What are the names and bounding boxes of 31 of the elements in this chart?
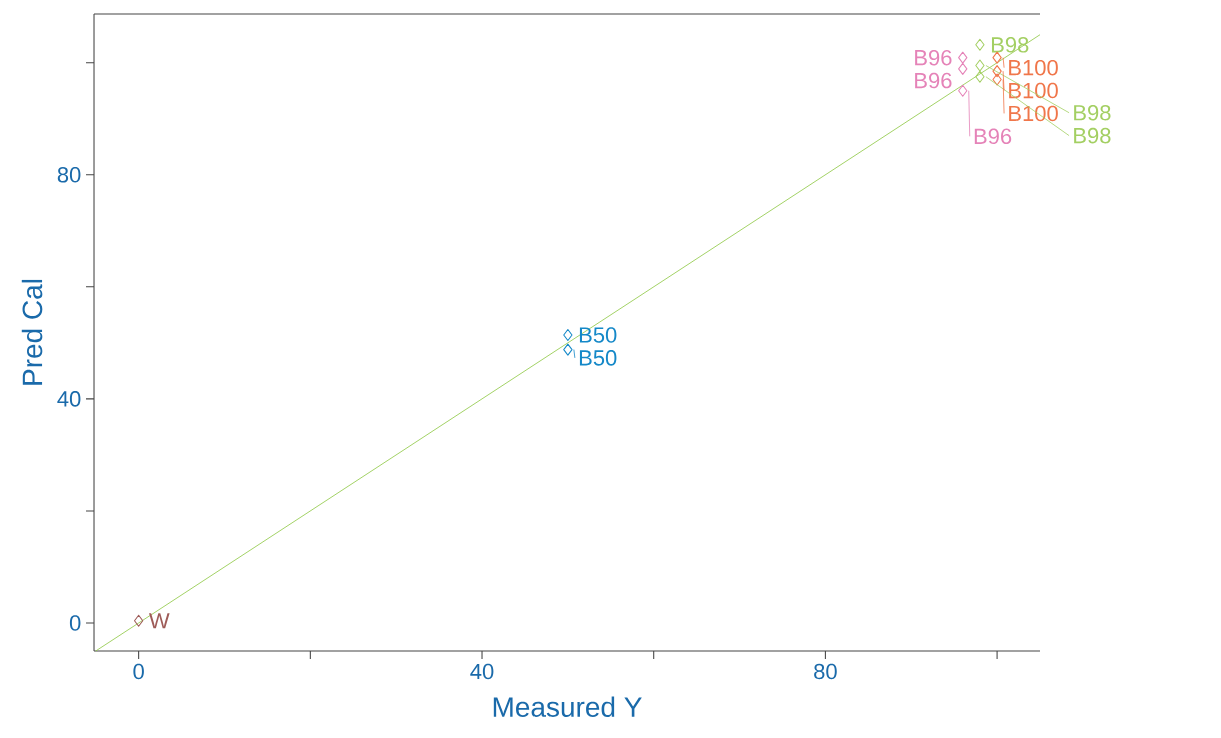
point [958,51,968,64]
y-tick-label: 80 [57,166,81,183]
point [563,328,573,342]
point [992,65,1002,78]
x-tick-label: 40 [470,663,494,680]
point [975,70,985,83]
annotation: B100 [1009,82,1058,99]
x-tick-label: 0 [133,663,144,680]
annotation: B98 [1074,127,1111,144]
annotation: W [149,613,170,629]
annotation: B50 [579,327,617,343]
annotation: B96 [915,49,952,66]
annotation: B100 [1009,59,1058,76]
annotation: B98 [991,37,1029,53]
y-tick-label: 40 [57,391,81,407]
x-tick-label: 80 [814,663,837,680]
annotation: B96 [915,72,952,89]
point [133,614,144,627]
point [975,38,985,51]
point [975,59,985,72]
annotation: B100 [1009,105,1058,122]
annotation: B98 [1074,104,1111,121]
y-tick-label: 0 [69,615,81,631]
y-axis-title: Pred Cal [21,279,43,385]
point [563,343,573,356]
point [992,73,1002,86]
annotation: B96 [974,128,1012,145]
annotation: B50 [579,350,617,366]
x-axis-title: Measured Y [493,696,642,717]
point [958,62,968,75]
point [958,84,968,97]
